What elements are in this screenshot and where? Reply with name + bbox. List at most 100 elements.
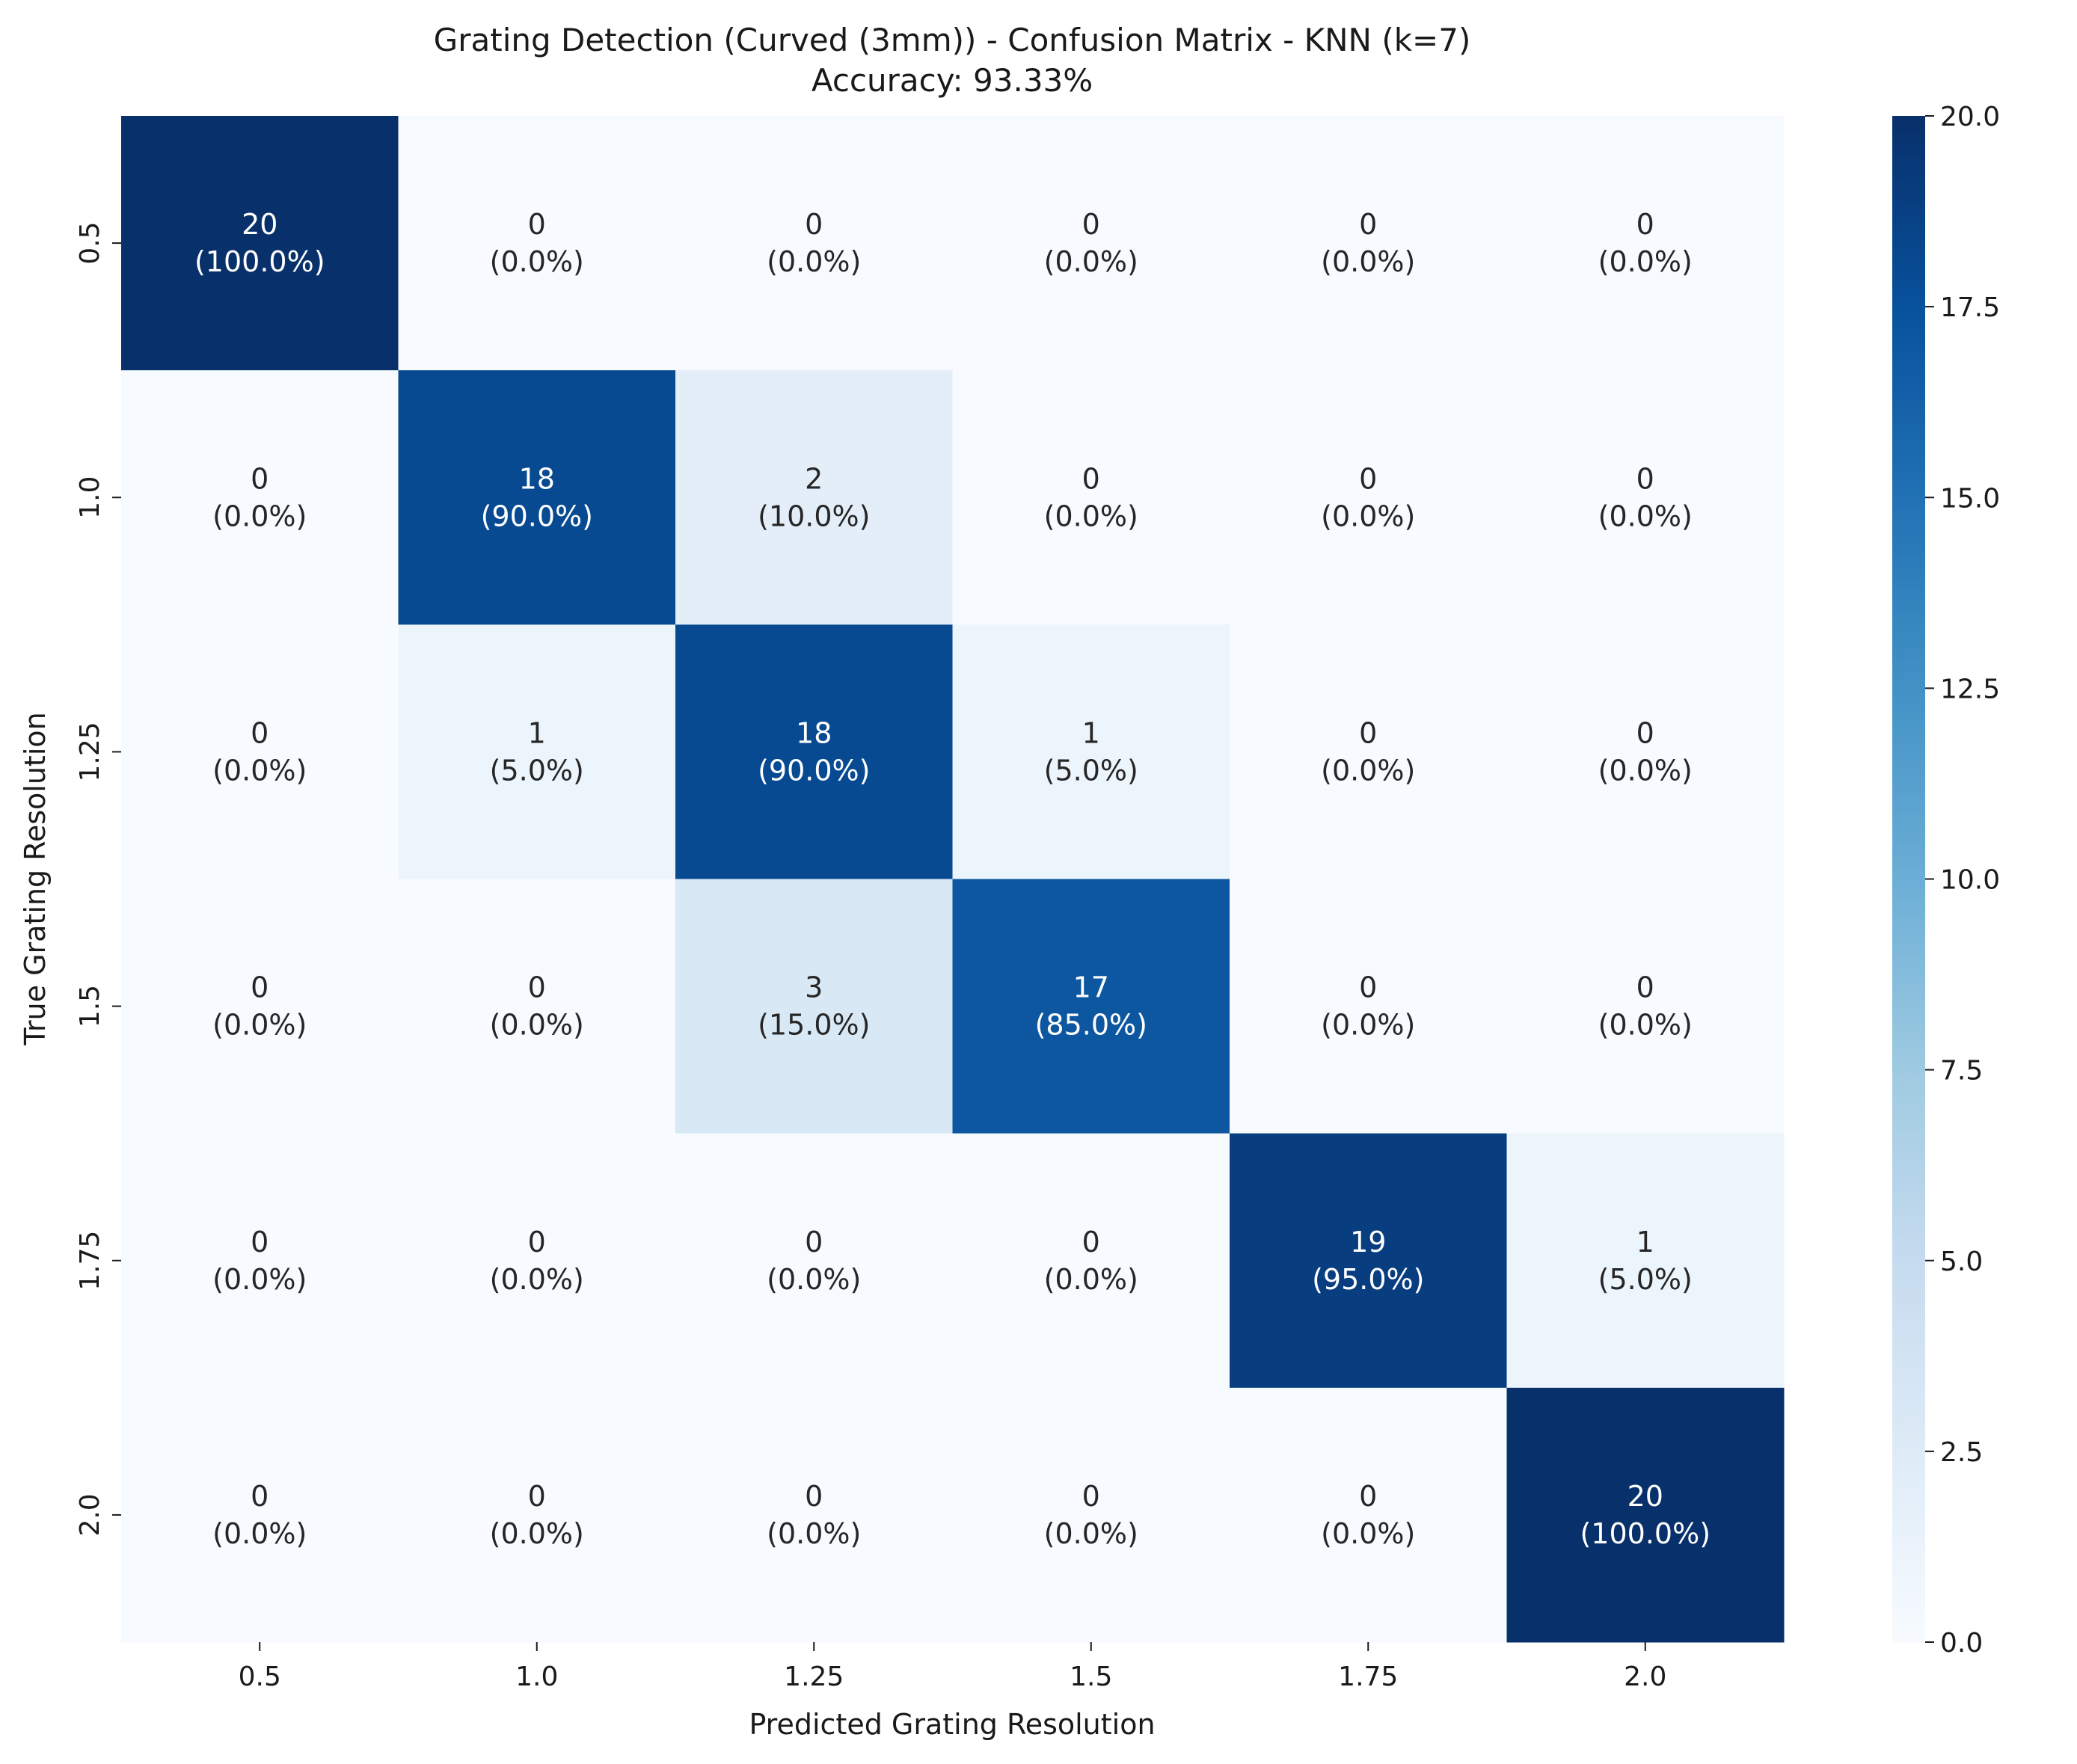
cell-count-label: 0 xyxy=(805,1226,823,1259)
x-tick-label: 1.75 xyxy=(1338,1662,1398,1692)
cell-percent-label: (0.0%) xyxy=(212,500,307,532)
heatmap-cells: 20(100.0%)0(0.0%)0(0.0%)0(0.0%)0(0.0%)0(… xyxy=(121,116,1785,1643)
cell-percent-label: (0.0%) xyxy=(767,245,861,278)
heatmap-cell xyxy=(675,1387,953,1643)
cell-count-label: 17 xyxy=(1073,971,1109,1004)
cell-count-label: 0 xyxy=(1082,462,1100,495)
heatmap-cell xyxy=(1230,624,1507,879)
x-axis-label: Predicted Grating Resolution xyxy=(749,1708,1155,1741)
colorbar-tick-label: 20.0 xyxy=(1940,102,2000,132)
cell-count-label: 0 xyxy=(1636,208,1654,241)
cell-percent-label: (0.0%) xyxy=(1321,1009,1415,1042)
cell-count-label: 0 xyxy=(251,716,269,749)
heatmap-cell xyxy=(1230,1387,1507,1643)
heatmap-cell xyxy=(1506,1133,1785,1389)
cell-percent-label: (5.0%) xyxy=(1044,754,1138,787)
heatmap-cell xyxy=(952,370,1230,625)
cell-count-label: 0 xyxy=(251,971,269,1004)
cell-count-label: 0 xyxy=(251,462,269,495)
heatmap-cell xyxy=(1230,879,1507,1134)
heatmap-cell xyxy=(952,1387,1230,1643)
cell-percent-label: (0.0%) xyxy=(767,1517,861,1550)
y-tick-label: 1.0 xyxy=(75,476,105,519)
x-axis-ticks: 0.5 1.0 1.25 1.5 1.75 2.0 xyxy=(239,1642,1666,1692)
cell-percent-label: (0.0%) xyxy=(1044,500,1138,532)
x-tick-label: 1.0 xyxy=(515,1662,558,1692)
cell-count-label: 0 xyxy=(528,1480,546,1513)
cell-percent-label: (5.0%) xyxy=(490,754,584,787)
cell-percent-label: (0.0%) xyxy=(1598,500,1693,532)
y-axis-ticks: 0.5 1.0 1.25 1.5 1.75 2.0 xyxy=(75,221,121,1537)
cell-count-label: 1 xyxy=(1636,1226,1654,1259)
chart-title: Grating Detection (Curved (3mm)) - Confu… xyxy=(434,22,1471,58)
heatmap-cell xyxy=(675,116,953,371)
cell-count-label: 0 xyxy=(251,1480,269,1513)
cell-count-label: 0 xyxy=(1636,716,1654,749)
heatmap-cell xyxy=(398,370,676,625)
heatmap-cell xyxy=(675,624,953,879)
cell-count-label: 1 xyxy=(1082,716,1100,749)
cell-count-label: 20 xyxy=(242,208,277,241)
heatmap-cell xyxy=(121,370,399,625)
cell-percent-label: (0.0%) xyxy=(490,1517,584,1550)
cell-count-label: 0 xyxy=(1359,208,1377,241)
cell-count-label: 19 xyxy=(1350,1226,1386,1259)
cell-count-label: 0 xyxy=(805,1480,823,1513)
y-tick-label: 1.25 xyxy=(75,722,105,781)
x-tick-label: 0.5 xyxy=(239,1662,281,1692)
cell-count-label: 0 xyxy=(805,208,823,241)
x-tick-label: 1.5 xyxy=(1070,1662,1112,1692)
colorbar-tick-label: 5.0 xyxy=(1940,1247,1983,1277)
cell-count-label: 0 xyxy=(1082,208,1100,241)
cell-percent-label: (0.0%) xyxy=(1321,500,1415,532)
cell-count-label: 0 xyxy=(1636,971,1654,1004)
heatmap-cell xyxy=(675,1133,953,1389)
cell-count-label: 0 xyxy=(528,208,546,241)
heatmap-cell xyxy=(1506,879,1785,1134)
heatmap-cell xyxy=(1506,624,1785,879)
cell-percent-label: (0.0%) xyxy=(490,1263,584,1296)
cell-percent-label: (0.0%) xyxy=(1598,754,1693,787)
cell-count-label: 0 xyxy=(528,1226,546,1259)
y-axis-label: True Grating Resolution xyxy=(19,712,52,1045)
cell-percent-label: (0.0%) xyxy=(767,1263,861,1296)
y-tick-label: 0.5 xyxy=(75,221,105,264)
cell-percent-label: (5.0%) xyxy=(1598,1263,1693,1296)
cell-count-label: 0 xyxy=(1359,462,1377,495)
heatmap-cell xyxy=(1506,370,1785,625)
heatmap-cell xyxy=(121,116,399,371)
heatmap-cell xyxy=(952,624,1230,879)
cell-percent-label: (90.0%) xyxy=(481,500,593,532)
cell-percent-label: (0.0%) xyxy=(212,1517,307,1550)
cell-percent-label: (85.0%) xyxy=(1035,1009,1147,1042)
y-tick-label: 2.0 xyxy=(75,1493,105,1536)
chart-subtitle: Accuracy: 93.33% xyxy=(812,62,1093,99)
colorbar-tick-label: 10.0 xyxy=(1940,865,2000,896)
colorbar-tick-label: 17.5 xyxy=(1940,292,2000,323)
y-tick-label: 1.75 xyxy=(75,1231,105,1291)
cell-percent-label: (100.0%) xyxy=(194,245,325,278)
cell-count-label: 0 xyxy=(251,1226,269,1259)
heatmap-cell xyxy=(1506,1387,1785,1643)
heatmap-cell xyxy=(398,1387,676,1643)
cell-percent-label: (0.0%) xyxy=(1598,245,1693,278)
cell-count-label: 0 xyxy=(1082,1480,1100,1513)
colorbar-tick-label: 12.5 xyxy=(1940,674,2000,704)
cell-count-label: 0 xyxy=(1636,462,1654,495)
cell-percent-label: (0.0%) xyxy=(212,1009,307,1042)
cell-count-label: 2 xyxy=(805,462,823,495)
cell-percent-label: (0.0%) xyxy=(1044,245,1138,278)
cell-count-label: 18 xyxy=(519,462,555,495)
cell-percent-label: (95.0%) xyxy=(1312,1263,1424,1296)
x-tick-label: 2.0 xyxy=(1624,1662,1666,1692)
cell-percent-label: (100.0%) xyxy=(1580,1517,1711,1550)
cell-count-label: 20 xyxy=(1627,1480,1663,1513)
heatmap-cell xyxy=(952,116,1230,371)
colorbar-tick-label: 2.5 xyxy=(1940,1437,1983,1468)
cell-percent-label: (0.0%) xyxy=(490,1009,584,1042)
heatmap-cell xyxy=(398,1133,676,1389)
heatmap-cell xyxy=(675,879,953,1134)
colorbar-tick-label: 7.5 xyxy=(1940,1056,1983,1087)
heatmap-cell xyxy=(121,879,399,1134)
x-tick-label: 1.25 xyxy=(784,1662,844,1692)
